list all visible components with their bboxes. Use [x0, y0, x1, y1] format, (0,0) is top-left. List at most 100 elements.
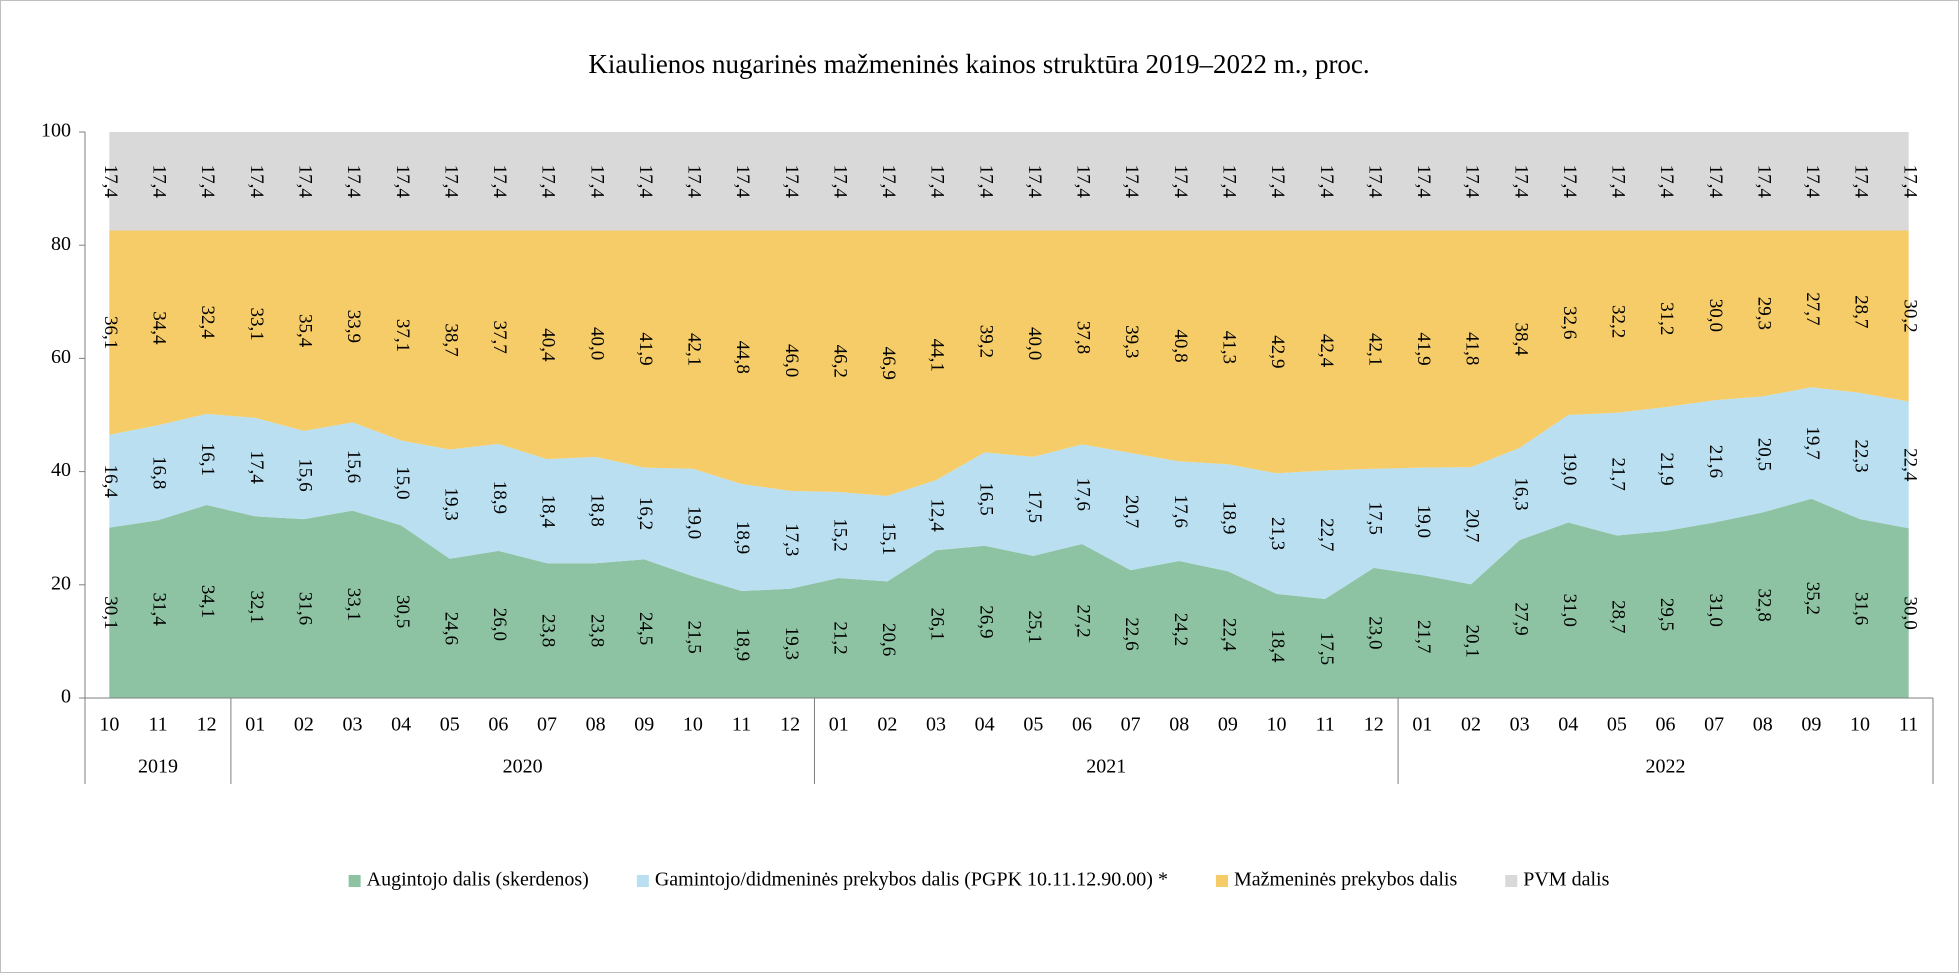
- data-label: 31,6: [1851, 592, 1872, 625]
- data-label: 20,5: [1753, 438, 1774, 471]
- data-label: 34,1: [197, 585, 218, 618]
- data-label: 21,5: [684, 621, 705, 654]
- y-tick-label: 40: [51, 459, 71, 481]
- data-label: 21,2: [829, 621, 850, 654]
- data-label: 40,8: [1170, 329, 1191, 362]
- data-label: 30,2: [1899, 299, 1920, 332]
- data-label: 15,6: [294, 458, 315, 491]
- x-tick-label: 07: [1121, 714, 1141, 736]
- data-label: 17,5: [1316, 632, 1337, 665]
- x-tick-label: 11: [732, 714, 751, 736]
- data-label: 24,6: [440, 612, 461, 645]
- data-label: 40,0: [1024, 327, 1045, 360]
- data-label: 31,6: [294, 592, 315, 625]
- data-label: 20,6: [878, 623, 899, 656]
- data-label: 31,0: [1559, 594, 1580, 627]
- data-label: 17,4: [149, 165, 170, 199]
- data-label: 28,7: [1608, 600, 1629, 633]
- y-tick-label: 100: [41, 120, 71, 142]
- data-label: 19,0: [1559, 452, 1580, 485]
- data-label: 17,4: [1413, 165, 1434, 199]
- data-label: 17,4: [1073, 165, 1094, 199]
- data-label: 21,6: [1705, 445, 1726, 478]
- data-label: 15,2: [829, 518, 850, 551]
- y-tick-label: 20: [51, 572, 71, 594]
- data-label: 31,0: [1705, 594, 1726, 627]
- data-label: 17,4: [246, 450, 267, 484]
- data-label: 41,9: [635, 332, 656, 365]
- data-label: 17,4: [1267, 165, 1288, 199]
- data-label: 19,0: [684, 506, 705, 539]
- data-label: 18,9: [732, 628, 753, 661]
- data-label: 26,1: [927, 608, 948, 641]
- data-label: 16,8: [149, 456, 170, 489]
- data-label: 32,8: [1753, 589, 1774, 622]
- data-label: 18,9: [732, 521, 753, 554]
- data-label: 17,4: [294, 165, 315, 199]
- data-label: 17,4: [1170, 165, 1191, 199]
- x-group-label: 2020: [503, 756, 543, 778]
- y-tick-label: 80: [51, 233, 71, 255]
- y-tick-label: 60: [51, 346, 71, 368]
- data-label: 34,4: [149, 311, 170, 345]
- x-tick-label: 02: [877, 714, 897, 736]
- data-label: 30,0: [1899, 596, 1920, 629]
- data-label: 18,4: [1267, 629, 1288, 663]
- data-label: 33,1: [246, 308, 267, 341]
- x-tick-label: 09: [1218, 714, 1238, 736]
- data-label: 17,4: [1462, 165, 1483, 199]
- data-label: 17,4: [1802, 165, 1823, 199]
- data-label: 32,6: [1559, 306, 1580, 339]
- data-label: 16,4: [100, 465, 121, 499]
- data-label: 46,0: [781, 344, 802, 377]
- data-label: 15,1: [878, 522, 899, 555]
- x-tick-label: 02: [1461, 714, 1481, 736]
- data-label: 17,4: [392, 165, 413, 199]
- data-label: 32,4: [197, 306, 218, 340]
- data-label: 16,5: [975, 482, 996, 515]
- x-tick-label: 06: [488, 714, 508, 736]
- data-label: 32,1: [246, 591, 267, 624]
- data-label: 17,6: [1170, 495, 1191, 528]
- x-tick-label: 06: [1656, 714, 1676, 736]
- data-label: 27,7: [1802, 292, 1823, 325]
- data-label: 33,9: [343, 310, 364, 343]
- data-label: 17,3: [781, 523, 802, 556]
- x-tick-label: 05: [440, 714, 460, 736]
- data-label: 17,4: [1656, 165, 1677, 199]
- x-tick-label: 05: [1607, 714, 1627, 736]
- x-tick-label: 12: [197, 714, 217, 736]
- data-label: 30,0: [1705, 299, 1726, 332]
- data-label: 24,5: [635, 612, 656, 645]
- data-label: 27,2: [1073, 604, 1094, 637]
- x-tick-label: 04: [975, 714, 995, 736]
- data-label: 22,6: [1121, 617, 1142, 650]
- y-tick-label: 0: [61, 686, 71, 708]
- x-tick-label: 06: [1072, 714, 1092, 736]
- data-label: 22,4: [1218, 618, 1239, 652]
- data-label: 17,4: [1753, 165, 1774, 199]
- data-label: 22,4: [1899, 448, 1920, 482]
- data-label: 16,1: [197, 443, 218, 476]
- data-label: 30,1: [100, 596, 121, 629]
- data-label: 19,0: [1413, 505, 1434, 538]
- data-label: 17,4: [586, 165, 607, 199]
- data-label: 17,4: [1559, 165, 1580, 199]
- x-tick-label: 09: [634, 714, 654, 736]
- data-label: 31,2: [1656, 302, 1677, 335]
- data-label: 17,4: [1851, 165, 1872, 199]
- data-label: 20,7: [1121, 495, 1142, 528]
- x-tick-label: 03: [1510, 714, 1530, 736]
- data-label: 22,7: [1316, 518, 1337, 551]
- data-label: 23,8: [586, 614, 607, 647]
- data-label: 30,5: [392, 595, 413, 628]
- area: [109, 230, 1909, 496]
- x-tick-label: 01: [1412, 714, 1432, 736]
- x-tick-label: 09: [1801, 714, 1821, 736]
- data-label: 33,1: [343, 588, 364, 621]
- data-label: 18,8: [586, 493, 607, 526]
- data-label: 19,3: [781, 627, 802, 660]
- x-tick-label: 02: [294, 714, 314, 736]
- data-label: 22,3: [1851, 439, 1872, 472]
- data-label: 28,7: [1851, 295, 1872, 328]
